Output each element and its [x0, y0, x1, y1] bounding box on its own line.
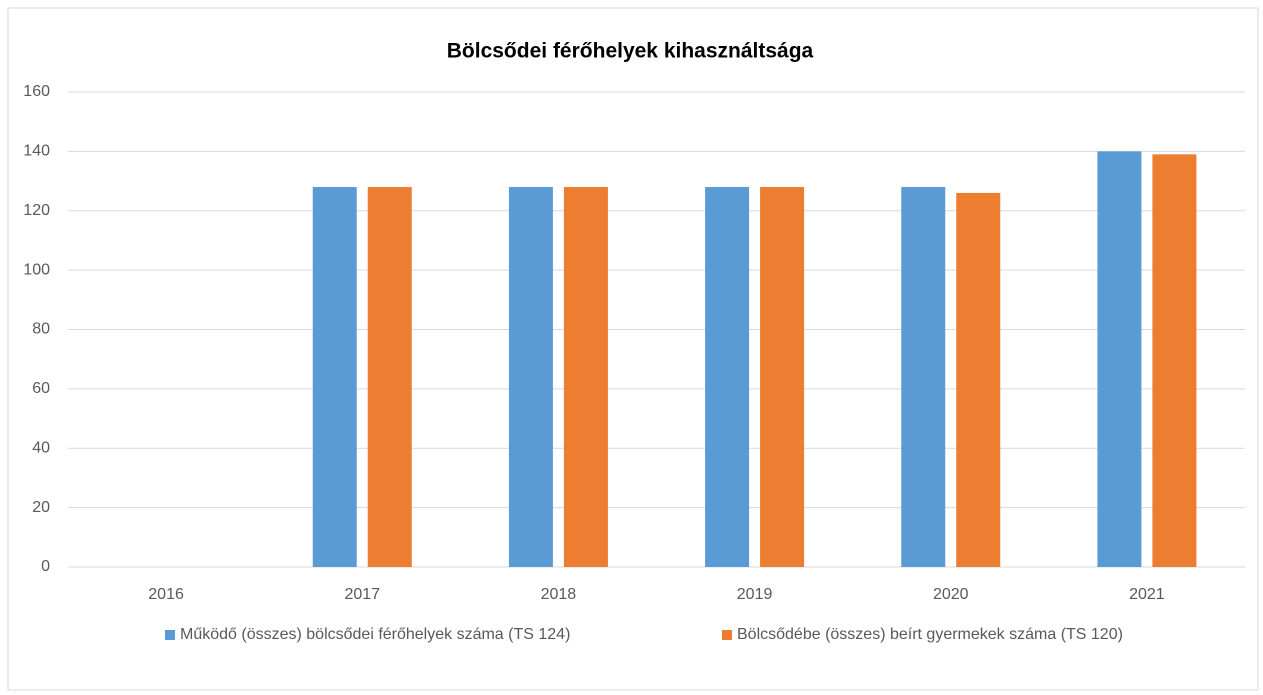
bar: [1152, 154, 1197, 567]
x-tick-label: 2016: [148, 586, 184, 603]
bar: [705, 187, 750, 567]
bar: [367, 187, 412, 567]
legend-label: Működő (összes) bölcsődei férőhelyek szá…: [180, 626, 571, 643]
y-tick-label: 60: [32, 380, 50, 397]
bar: [312, 187, 357, 567]
x-tick-label: 2018: [541, 586, 577, 603]
x-tick-label: 2020: [933, 586, 969, 603]
chart-title: Bölcsődei férőhelyek kihasználtsága: [447, 40, 814, 63]
bar: [508, 187, 553, 567]
y-tick-label: 0: [41, 558, 50, 575]
bar: [1097, 151, 1142, 567]
bar: [901, 187, 946, 567]
y-tick-label: 80: [32, 321, 50, 338]
y-tick-label: 140: [23, 143, 50, 160]
y-tick-label: 120: [23, 202, 50, 219]
chart-frame: [7, 7, 1259, 691]
legend-swatch: [165, 630, 175, 640]
y-tick-label: 40: [32, 439, 50, 456]
y-tick-label: 20: [32, 499, 50, 516]
bar: [760, 187, 805, 567]
y-tick-label: 160: [23, 83, 50, 100]
bar: [956, 192, 1001, 567]
legend-swatch: [722, 630, 732, 640]
x-tick-label: 2021: [1129, 586, 1165, 603]
legend-label: Bölcsődébe (összes) beírt gyermekek szám…: [737, 626, 1123, 643]
bar: [563, 187, 608, 567]
x-tick-label: 2017: [344, 586, 380, 603]
y-tick-label: 100: [23, 261, 50, 278]
x-tick-label: 2019: [737, 586, 773, 603]
